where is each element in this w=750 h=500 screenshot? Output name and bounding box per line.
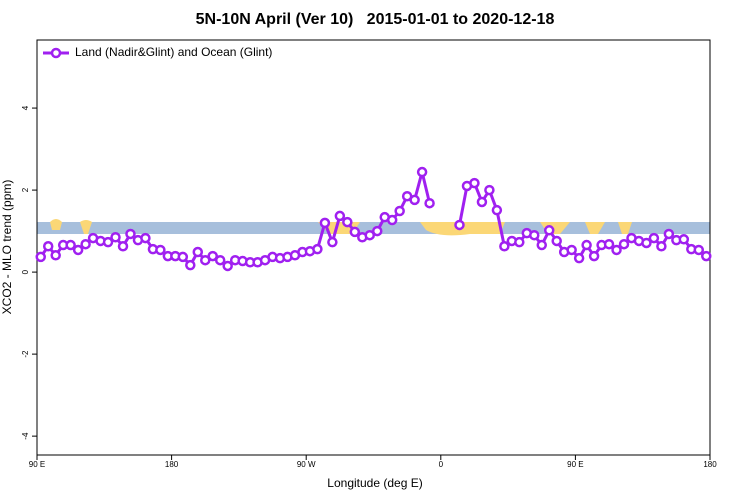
y-axis-label: XCO2 - MLO trend (ppm)	[0, 180, 14, 315]
data-point	[185, 259, 196, 271]
data-point	[476, 196, 488, 208]
data-point	[102, 236, 114, 248]
x-tick-label: 180	[703, 460, 717, 469]
data-point	[484, 184, 495, 196]
data-point	[65, 239, 76, 251]
data-point	[573, 252, 585, 264]
data-point	[529, 229, 540, 241]
data-point	[72, 244, 84, 256]
chart-title: 5N-10N April (Ver 10) 2015-01-01 to 2020…	[196, 11, 555, 28]
y-tick-label: 2	[21, 187, 30, 192]
data-point	[581, 239, 592, 251]
data-point	[536, 239, 547, 251]
x-tick-label: 90 E	[567, 460, 583, 469]
data-point	[386, 214, 398, 226]
data-point	[566, 244, 577, 256]
data-point	[327, 236, 338, 248]
data-point	[207, 250, 218, 262]
series-line	[39, 171, 708, 268]
data-point	[663, 228, 675, 240]
data-point	[334, 210, 346, 222]
data-point	[312, 243, 323, 255]
legend-label: Land (Nadir&Glint) and Ocean (Glint)	[75, 45, 272, 59]
data-point	[499, 241, 510, 252]
data-point	[364, 229, 376, 241]
data-point	[342, 216, 353, 228]
data-point	[693, 244, 705, 256]
data-point	[424, 197, 435, 209]
y-tick-label: 0	[21, 269, 30, 274]
data-point	[514, 236, 525, 248]
data-point	[50, 250, 61, 261]
legend-marker	[50, 47, 62, 59]
data-point	[125, 228, 136, 240]
data-point	[618, 238, 630, 250]
data-point	[491, 204, 503, 216]
data-point	[35, 251, 46, 263]
data-point	[319, 217, 331, 229]
data-point	[543, 225, 555, 236]
data-point	[588, 250, 600, 262]
data-point	[394, 205, 405, 217]
data-point	[214, 254, 226, 266]
data-point	[371, 225, 383, 237]
data-point	[192, 246, 204, 258]
data-point	[416, 166, 428, 178]
data-point	[80, 238, 91, 250]
data-point	[678, 234, 690, 245]
x-axis-label: Longitude (deg E)	[327, 476, 422, 490]
data-point	[611, 244, 622, 256]
y-tick-label: 4	[21, 105, 30, 110]
data-point	[42, 241, 54, 252]
plot-frame	[36, 39, 711, 456]
data-point	[155, 244, 166, 256]
data-point	[648, 232, 660, 244]
x-tick-label: 90 W	[297, 460, 316, 469]
data-point	[603, 238, 615, 250]
data-point	[409, 194, 420, 206]
data-point	[454, 219, 465, 231]
data-point	[222, 260, 233, 272]
y-tick-label: -4	[21, 432, 30, 440]
data-point	[110, 231, 121, 243]
data-point	[349, 226, 361, 238]
data-point	[641, 237, 652, 249]
x-tick-label: 90 E	[29, 460, 45, 469]
data-point	[551, 235, 562, 247]
data-point	[177, 251, 189, 263]
x-tick-label: 180	[165, 460, 179, 469]
x-tick-label: 0	[439, 460, 444, 469]
data-point	[140, 232, 151, 244]
y-tick-label: -2	[21, 350, 30, 358]
data-point	[200, 254, 211, 266]
data-point	[656, 241, 667, 252]
data-point	[701, 250, 712, 262]
data-point	[469, 177, 480, 189]
data-point	[117, 241, 129, 252]
